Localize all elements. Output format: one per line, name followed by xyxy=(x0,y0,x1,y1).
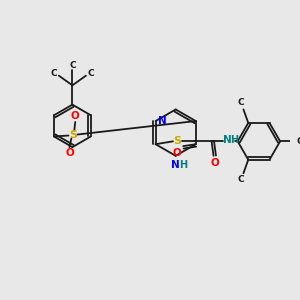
Text: C: C xyxy=(69,61,76,70)
Text: C: C xyxy=(87,69,94,78)
Text: C: C xyxy=(237,176,244,184)
Text: H: H xyxy=(179,160,188,170)
Text: C: C xyxy=(51,69,57,78)
Text: C: C xyxy=(296,137,300,146)
Text: O: O xyxy=(210,158,219,167)
Text: N: N xyxy=(223,135,231,145)
Text: N: N xyxy=(158,116,167,126)
Text: C: C xyxy=(237,98,244,107)
Text: S: S xyxy=(69,130,77,140)
Text: H: H xyxy=(230,135,238,145)
Text: S: S xyxy=(173,136,181,146)
Text: O: O xyxy=(65,148,74,158)
Text: N: N xyxy=(171,160,180,170)
Text: O: O xyxy=(71,111,80,121)
Text: O: O xyxy=(172,148,181,158)
